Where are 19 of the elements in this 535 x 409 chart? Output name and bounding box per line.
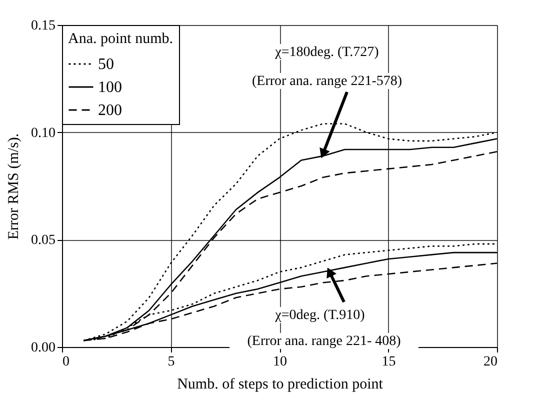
annotation: (Error ana. range 221- 408) — [247, 334, 402, 349]
legend-label: 200 — [98, 102, 122, 119]
annotation: (Error ana. range 221-578) — [252, 74, 402, 89]
x-tick-label: 10 — [273, 354, 287, 370]
x-tick-label: 15 — [382, 354, 396, 370]
legend-label: 50 — [98, 56, 114, 73]
x-axis-title: Numb. of steps to prediction point — [177, 376, 384, 392]
y-axis-title: Error RMS (m/s). — [6, 133, 22, 240]
x-tick-label: 5 — [168, 354, 175, 370]
x-tick-label: 0 — [62, 354, 70, 370]
y-tick-label: 0.10 — [31, 126, 56, 141]
annotation: χ=0deg. (T.910) — [274, 308, 366, 323]
y-tick-label: 0.00 — [31, 340, 56, 356]
y-tick-label: 0.15 — [31, 18, 56, 34]
legend-label: 100 — [98, 79, 122, 96]
annotation: χ=180deg. (T.727) — [274, 45, 380, 60]
y-tick-label: 0.05 — [31, 233, 56, 248]
legend-title: Ana. point numb. — [68, 31, 173, 47]
x-tick-label: 20 — [484, 354, 498, 370]
